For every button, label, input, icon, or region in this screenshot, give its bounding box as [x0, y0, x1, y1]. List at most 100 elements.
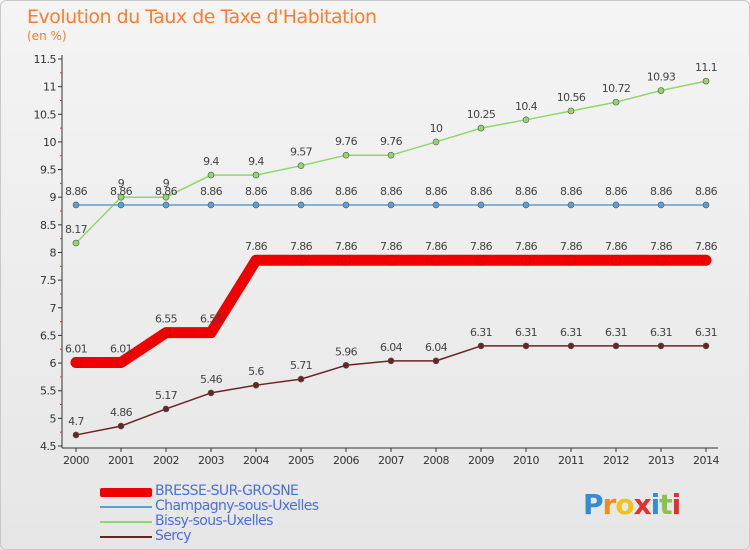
x-tick-label: 2004 [243, 454, 269, 467]
data-label: 8.86 [110, 185, 133, 198]
data-label: 8.86 [425, 185, 448, 198]
y-tick-label: 7 [50, 302, 57, 315]
data-point [297, 201, 305, 209]
data-point [252, 381, 260, 389]
unit-label: (en %) [27, 29, 67, 43]
data-label: 7.86 [380, 240, 403, 253]
data-point [342, 151, 350, 159]
data-label: 6.31 [650, 326, 672, 339]
data-label: 7.86 [605, 240, 628, 253]
data-label: 5.96 [335, 345, 358, 358]
data-point [702, 201, 710, 209]
data-point [205, 327, 217, 338]
data-point [612, 342, 620, 350]
data-label: 10.93 [647, 71, 676, 84]
y-tick-label: 4.5 [40, 440, 56, 453]
data-point [567, 342, 575, 350]
data-point [207, 201, 215, 209]
data-point [72, 201, 80, 209]
data-label: 8.86 [200, 185, 223, 198]
data-point [207, 171, 215, 179]
data-label: 8.86 [560, 185, 583, 198]
series-line-2 [75, 80, 707, 244]
data-point [207, 389, 215, 397]
data-point [432, 138, 440, 146]
x-tick-label: 2003 [198, 454, 224, 467]
data-point [297, 162, 305, 170]
data-label: 7.86 [560, 240, 583, 253]
legend-label-bresse: BRESSE-SUR-GROSNE [155, 483, 299, 499]
data-point [387, 201, 395, 209]
data-point [387, 151, 395, 159]
data-label: 10.56 [557, 91, 586, 104]
data-point [700, 254, 712, 266]
proxiti-logo: Proxiti [583, 488, 681, 521]
data-label: 5.46 [200, 373, 223, 386]
y-tick-label: 9.5 [40, 164, 56, 177]
y-tick-label: 11.5 [34, 53, 57, 66]
x-tick-label: 2005 [288, 454, 314, 467]
data-point [252, 201, 260, 209]
x-tick-label: 2011 [558, 454, 584, 467]
data-label: 6.04 [380, 341, 403, 354]
y-tick-label: 9 [50, 191, 57, 204]
data-point [477, 342, 485, 350]
data-label: 4.86 [110, 406, 133, 419]
legend-swatch-sercy [100, 536, 152, 538]
data-point [477, 201, 485, 209]
data-point [477, 124, 485, 132]
data-point [432, 201, 440, 209]
data-label: 9.4 [203, 155, 219, 168]
y-tick-label: 6 [50, 357, 57, 370]
data-label: 6.31 [605, 326, 627, 339]
data-label: 5.71 [290, 359, 312, 372]
x-tick-label: 2007 [378, 454, 404, 467]
chart-title: Evolution du Taux de Taxe d'Habitation [27, 6, 377, 28]
data-point [567, 107, 575, 115]
data-point [520, 254, 532, 266]
x-tick-label: 2013 [648, 454, 674, 467]
data-label: 10.72 [602, 82, 631, 95]
x-tick-label: 2001 [108, 454, 134, 467]
data-label: 9.76 [335, 135, 358, 148]
data-label: 9.4 [248, 155, 264, 168]
data-label: 9 [118, 177, 125, 190]
legend-label-sercy: Sercy [155, 528, 192, 544]
data-label: 8.86 [65, 185, 88, 198]
data-point [160, 327, 172, 338]
data-point [522, 342, 530, 350]
legend-label-bissy: Bissy-sous-Uxelles [155, 513, 273, 529]
x-tick-label: 2009 [468, 454, 494, 467]
data-point [117, 193, 125, 201]
y-tick-label: 11 [43, 81, 56, 94]
data-label: 8.86 [695, 185, 718, 198]
data-label: 6.01 [110, 343, 132, 356]
data-label: 7.86 [245, 240, 268, 253]
data-label: 8.17 [65, 223, 88, 236]
data-point [297, 375, 305, 383]
data-label: 8.86 [335, 185, 358, 198]
legend-swatch-bresse [100, 488, 152, 497]
data-point [702, 77, 710, 85]
x-tick-label: 2002 [153, 454, 179, 467]
data-point [522, 201, 530, 209]
data-label: 6.31 [515, 326, 537, 339]
data-label: 7.86 [650, 240, 673, 253]
data-label: 7.86 [290, 240, 313, 253]
data-point [522, 116, 530, 124]
data-point [70, 357, 82, 368]
data-point [295, 254, 307, 266]
data-point [342, 361, 350, 369]
data-point [430, 254, 442, 266]
y-tick-label: 10 [43, 136, 56, 149]
data-label: 6.55 [155, 313, 178, 326]
data-label: 6.31 [470, 326, 492, 339]
data-label: 10 [430, 122, 443, 135]
y-tick-label: 8 [50, 247, 57, 260]
data-point [565, 254, 577, 266]
data-label: 6.04 [425, 341, 448, 354]
data-label: 4.7 [68, 415, 84, 428]
data-label: 8.86 [245, 185, 268, 198]
x-tick-label: 2008 [423, 454, 449, 467]
y-tick-label: 10.5 [34, 108, 57, 121]
